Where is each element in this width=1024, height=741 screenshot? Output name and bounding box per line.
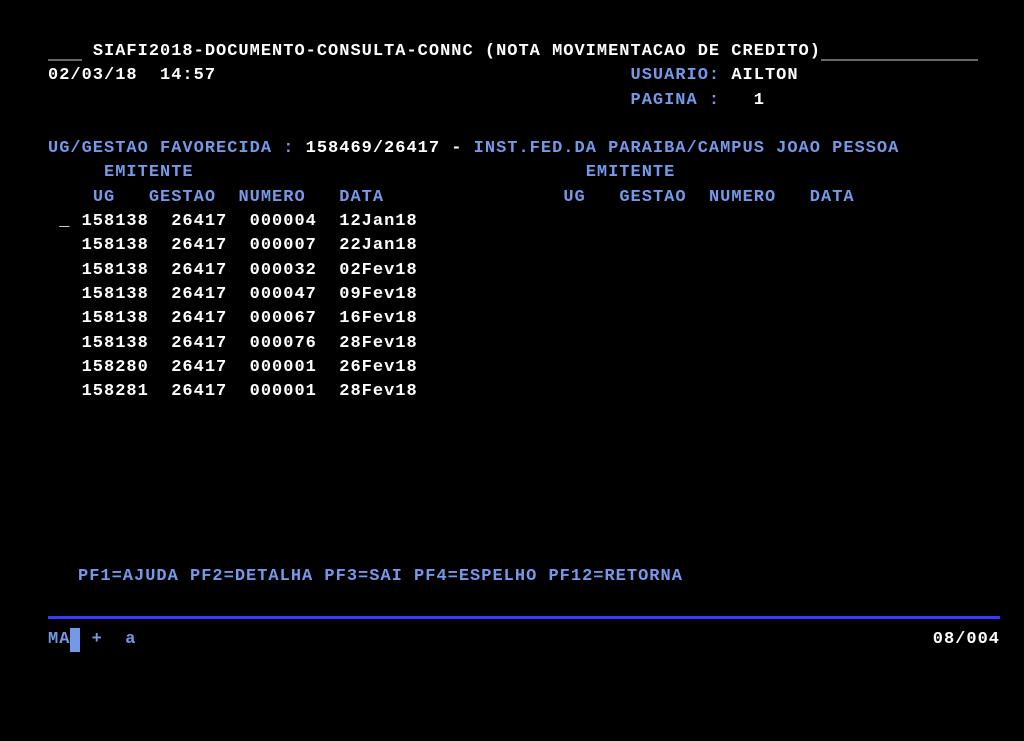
cell-gestao: 26417 xyxy=(171,382,227,401)
breadcrumb: SIAFI2018-DOCUMENTO-CONSULTA-CONNC (NOTA… xyxy=(93,42,821,61)
blank-line xyxy=(48,113,976,137)
col-ug-left: UG xyxy=(93,188,115,207)
emitente-header-row: EMITENTE EMITENTE xyxy=(48,161,976,185)
cell-gestao: 26417 xyxy=(171,358,227,377)
function-keys: PF1=AJUDA PF2=DETALHA PF3=SAI PF4=ESPELH… xyxy=(78,565,683,589)
col-data-right: DATA xyxy=(810,188,855,207)
cell-numero: 000007 xyxy=(250,236,317,255)
status-cursor-icon xyxy=(70,628,80,652)
table-row[interactable]: 158138 26417 000047 09Fev18 xyxy=(48,283,976,307)
favorecida-name: INST.FED.DA PARAIBA/CAMPUS JOAO PESSOA xyxy=(474,139,900,158)
cell-numero: 000076 xyxy=(250,334,317,353)
cell-gestao: 26417 xyxy=(171,261,227,280)
status-prefix: MA xyxy=(48,630,70,649)
table-row[interactable]: _ 158138 26417 000004 12Jan18 xyxy=(48,210,976,234)
terminal-screen: SIAFI2018-DOCUMENTO-CONSULTA-CONNC (NOTA… xyxy=(0,0,1024,741)
column-header-row: UG GESTAO NUMERO DATA UG GESTAO NUMERO D… xyxy=(48,186,976,210)
table-row[interactable]: 158138 26417 000007 22Jan18 xyxy=(48,234,976,258)
col-gestao-right: GESTAO xyxy=(619,188,686,207)
cell-numero: 000004 xyxy=(250,212,317,231)
cell-gestao: 26417 xyxy=(171,334,227,353)
cell-data: 26Fev18 xyxy=(339,358,417,377)
favorecida-line: UG/GESTAO FAVORECIDA : 158469/26417 - IN… xyxy=(48,137,976,161)
cell-numero: 000047 xyxy=(250,285,317,304)
cursor-position: 08/004 xyxy=(933,628,1000,652)
col-gestao-left: GESTAO xyxy=(149,188,216,207)
table-row[interactable]: 158138 26417 000076 28Fev18 xyxy=(48,332,976,356)
pagina-value: 1 xyxy=(754,91,765,110)
table-row[interactable]: 158281 26417 000001 28Fev18 xyxy=(48,380,976,404)
col-numero-left: NUMERO xyxy=(238,188,305,207)
status-divider xyxy=(48,616,1000,619)
rule-left xyxy=(48,44,82,61)
usuario-label: USUARIO: xyxy=(631,66,721,85)
cell-data: 12Jan18 xyxy=(339,212,417,231)
rule-right xyxy=(821,44,978,61)
cell-ug: 158280 xyxy=(82,358,149,377)
cell-ug: 158281 xyxy=(82,382,149,401)
cell-data: 28Fev18 xyxy=(339,334,417,353)
col-data-left: DATA xyxy=(339,188,384,207)
row-cursor: _ xyxy=(59,212,70,231)
col-numero-right: NUMERO xyxy=(709,188,776,207)
status-bar: MA + a 08/004 xyxy=(48,628,1000,652)
status-mode: a xyxy=(125,630,136,649)
cell-numero: 000001 xyxy=(250,358,317,377)
favorecida-sep: - xyxy=(451,139,462,158)
cell-data: 22Jan18 xyxy=(339,236,417,255)
pagina-label: PAGINA : xyxy=(631,91,721,110)
cell-ug: 158138 xyxy=(82,309,149,328)
cell-gestao: 26417 xyxy=(171,285,227,304)
table-row[interactable]: 158138 26417 000032 02Fev18 xyxy=(48,259,976,283)
cell-ug: 158138 xyxy=(82,285,149,304)
cell-gestao: 26417 xyxy=(171,309,227,328)
title-row: SIAFI2018-DOCUMENTO-CONSULTA-CONNC (NOTA… xyxy=(48,40,976,64)
status-left: MA + a xyxy=(48,628,136,652)
cell-ug: 158138 xyxy=(82,334,149,353)
cell-numero: 000032 xyxy=(250,261,317,280)
cell-numero: 000067 xyxy=(250,309,317,328)
col-ug-right: UG xyxy=(563,188,585,207)
cell-gestao: 26417 xyxy=(171,236,227,255)
date-value: 02/03/18 xyxy=(48,66,138,85)
cell-ug: 158138 xyxy=(82,212,149,231)
table-row[interactable]: 158138 26417 000067 16Fev18 xyxy=(48,307,976,331)
cell-data: 16Fev18 xyxy=(339,309,417,328)
col-emitente-left: EMITENTE xyxy=(104,163,194,182)
cell-ug: 158138 xyxy=(82,261,149,280)
cell-data: 28Fev18 xyxy=(339,382,417,401)
usuario-value: AILTON xyxy=(731,66,798,85)
cell-data: 02Fev18 xyxy=(339,261,417,280)
cell-data: 09Fev18 xyxy=(339,285,417,304)
favorecida-label: UG/GESTAO FAVORECIDA : xyxy=(48,139,294,158)
cell-ug: 158138 xyxy=(82,236,149,255)
table-row[interactable]: 158280 26417 000001 26Fev18 xyxy=(48,356,976,380)
pagina-line: PAGINA : 1 xyxy=(48,89,976,113)
favorecida-code: 158469/26417 xyxy=(306,139,440,158)
cell-gestao: 26417 xyxy=(171,212,227,231)
status-plus: + xyxy=(92,630,103,649)
cell-numero: 000001 xyxy=(250,382,317,401)
date-line: 02/03/18 14:57 USUARIO: AILTON xyxy=(48,64,976,88)
col-emitente-right: EMITENTE xyxy=(586,163,676,182)
time-value: 14:57 xyxy=(160,66,216,85)
